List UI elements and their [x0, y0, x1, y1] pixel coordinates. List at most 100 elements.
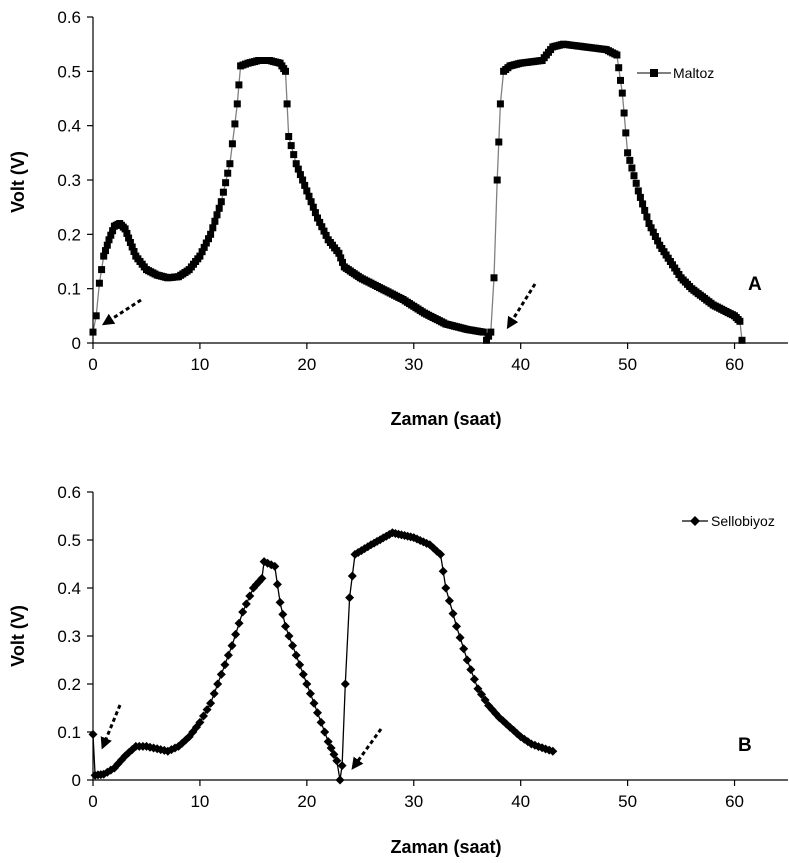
chart-b-data-point — [455, 633, 465, 643]
chart-a-data-point — [654, 237, 662, 245]
chart-a-data-point — [292, 160, 300, 168]
chart-a-data-point — [639, 200, 647, 208]
chart-b-data-point — [323, 737, 333, 747]
chart-b-line-path — [92, 532, 553, 781]
chart-b-y-axis-title: Volt (V) — [8, 605, 28, 667]
chart-b-y-tick-label: 0.2 — [57, 675, 81, 694]
chart-a-data-point — [483, 336, 490, 344]
chart-a-y-tick-label: 0.3 — [57, 171, 81, 190]
chart-b-data-point — [477, 689, 486, 699]
chart-a-data-point — [337, 254, 345, 262]
chart-b-arrow-2 — [351, 728, 383, 770]
chart-b-data-point — [272, 579, 282, 589]
chart-b-data-point — [278, 609, 288, 619]
chart-a-data-point — [307, 198, 315, 206]
chart-a-data-point — [496, 100, 504, 108]
chart-a-legend-marker — [650, 69, 658, 77]
chart-a-x-tick-label: 50 — [618, 355, 637, 374]
chart-b-data-point — [340, 679, 350, 689]
chart-b-data-point — [444, 596, 454, 606]
chart-b-data-point — [452, 621, 461, 631]
chart-a-data-point — [314, 214, 321, 222]
chart-b-legend-label: Sellobiyoz — [711, 513, 775, 529]
chart-b-data-point — [284, 631, 294, 641]
chart-a-data-point — [228, 140, 236, 148]
chart-a-data-point — [479, 328, 487, 336]
chart-a-data-point — [125, 234, 133, 242]
chart-a-data-point — [628, 164, 636, 172]
chart-a-data-point — [219, 188, 227, 196]
chart-b-y-tick-label: 0.4 — [57, 579, 81, 598]
chart-b-x-tick-label: 40 — [511, 792, 530, 811]
chart-a-data-point — [205, 235, 212, 243]
chart-a-data-point — [209, 224, 217, 232]
chart-a-data-point — [322, 231, 330, 239]
chart-b-data-point — [209, 689, 219, 699]
chart-a-line-path — [92, 43, 743, 342]
chart-b-data-point — [473, 684, 483, 694]
chart-b-data-point — [234, 618, 244, 628]
chart-b-data-point — [295, 660, 305, 670]
chart-b-data-point — [288, 641, 298, 651]
chart-b-data-point — [320, 727, 330, 737]
chart-b-data-point — [195, 717, 205, 727]
chart-b-data-point — [466, 665, 476, 675]
chart-a-data-point — [617, 76, 624, 84]
chart-a-data-point — [123, 229, 131, 237]
chart-a-data-point — [632, 179, 640, 187]
chart-b: 0 0.1 0.2 0.3 0.4 0.5 0.6 0 10 20 30 40 50 60 Zaman (… — [8, 483, 788, 857]
chart-a-data-point — [215, 204, 223, 212]
chart-b-data-point — [281, 621, 290, 631]
chart-b-x-tick-label: 30 — [404, 792, 423, 811]
chart-a-data-point — [282, 67, 289, 75]
chart-b-y-tick-label: 0 — [72, 771, 81, 790]
chart-b-data-point — [459, 644, 469, 654]
chart-a-x-tick-label: 40 — [511, 355, 530, 374]
chart-b-data-point — [438, 566, 448, 576]
chart-a-y-tick-label: 0.1 — [57, 280, 81, 299]
chart-b-x-tick-label: 60 — [725, 792, 744, 811]
chart-b-data-point — [223, 650, 233, 660]
chart-a-data-point — [649, 228, 657, 236]
chart-a-data-point — [290, 151, 298, 159]
chart-b-data-point — [213, 679, 223, 689]
chart-a-data-point — [285, 133, 293, 140]
chart-b-data-point — [241, 599, 251, 609]
chart-a-data-point — [105, 236, 113, 244]
chart-b-data-point — [291, 650, 301, 660]
chart-b-data-point — [436, 549, 445, 559]
chart-b-data-point — [326, 743, 336, 753]
chart-b-data-point — [347, 571, 357, 581]
chart-a-data-point — [109, 227, 117, 235]
chart-b-data-point — [316, 717, 326, 727]
chart-b-x-tick-label: 10 — [190, 792, 209, 811]
chart-a-data-point — [487, 328, 495, 336]
chart-a-data-point — [202, 239, 210, 247]
chart-b-data-point — [231, 629, 241, 639]
chart-a-data-point — [303, 187, 311, 195]
chart-a-data-point — [645, 220, 653, 227]
chart-a-data-point — [121, 225, 129, 233]
chart-b-x-axis-title: Zaman (saat) — [390, 837, 501, 857]
chart-b-data-point — [216, 669, 226, 679]
chart-b-data-point — [305, 689, 315, 699]
chart-a-data-point — [299, 176, 307, 184]
chart-a-data-point — [294, 165, 302, 173]
chart-a-data-point — [613, 51, 621, 59]
chart-b-x-tick-label: 0 — [88, 792, 97, 811]
chart-b-data-point — [332, 756, 342, 766]
chart-b-data-point — [337, 761, 347, 771]
chart-b-y-tick-label: 0.1 — [57, 723, 81, 742]
chart-a-data-point — [622, 129, 630, 137]
chart-a: 0 0.1 0.2 0.3 0.4 0.5 0.6 0 10 20 30 40 50 60 Zaman (… — [8, 8, 788, 429]
chart-a-data-point — [200, 243, 208, 251]
chart-a-data-point — [305, 192, 313, 200]
chart-a-data-point — [287, 142, 295, 150]
chart-a-y-tick-label: 0.4 — [57, 117, 81, 136]
chart-b-y-tick-label: 0.6 — [57, 483, 81, 502]
chart-a-data-point — [339, 258, 346, 266]
chart-a-data-point — [198, 248, 206, 256]
chart-a-x-tick-label: 0 — [88, 355, 97, 374]
chart-b-series-line — [92, 532, 553, 781]
